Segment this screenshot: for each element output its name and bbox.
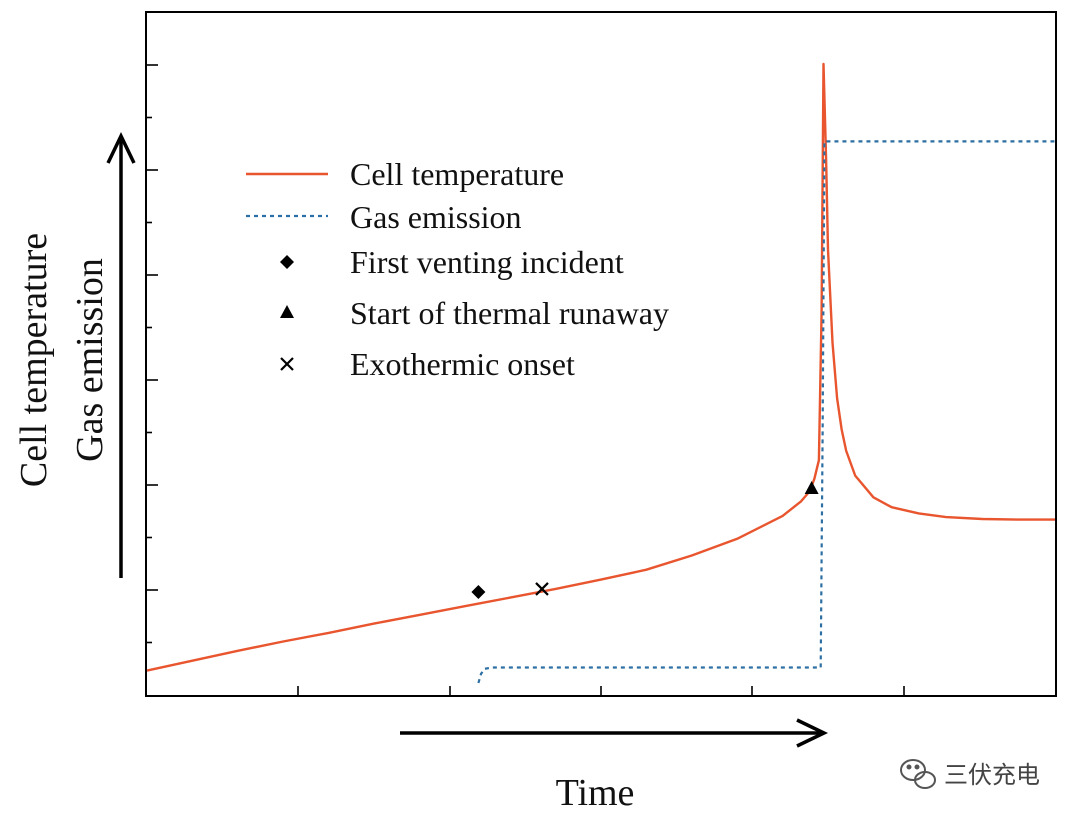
x-axis-arrow-head <box>796 718 829 748</box>
watermark: 三伏充电 <box>900 759 1040 789</box>
legend-label-gas-emission: Gas emission <box>350 199 522 235</box>
y-axis-label-cell-temperature: Cell temperature <box>13 233 55 487</box>
axis-ticks <box>146 64 905 696</box>
x-axis-label: Time <box>556 772 635 814</box>
legend-symbol-diamond <box>280 255 294 269</box>
legend-label-exothermic-onset: Exothermic onset <box>350 346 575 382</box>
series-line-gas-emission <box>477 140 1055 684</box>
legend-label-cell-temperature: Cell temperature <box>350 156 564 192</box>
legend-label-thermal-runaway: Start of thermal runaway <box>350 295 669 331</box>
marker-triangle <box>804 481 819 495</box>
wechat-icon <box>900 759 936 789</box>
legend: Cell temperature Gas emission First vent… <box>246 156 669 382</box>
series-layer <box>146 62 1055 684</box>
marker-diamond <box>471 585 486 600</box>
series-line-cell-temperature <box>146 62 1055 672</box>
y-axis-label-gas-emission: Gas emission <box>69 258 111 462</box>
y-axis-arrow-head <box>106 131 136 164</box>
legend-symbol-cross <box>280 357 294 371</box>
plot-frame <box>145 11 1057 697</box>
marker-layer <box>471 481 819 600</box>
watermark-text: 三伏充电 <box>944 761 1040 789</box>
legend-label-first-venting: First venting incident <box>350 244 624 280</box>
marker-cross <box>535 582 549 596</box>
legend-symbol-triangle <box>280 305 294 318</box>
